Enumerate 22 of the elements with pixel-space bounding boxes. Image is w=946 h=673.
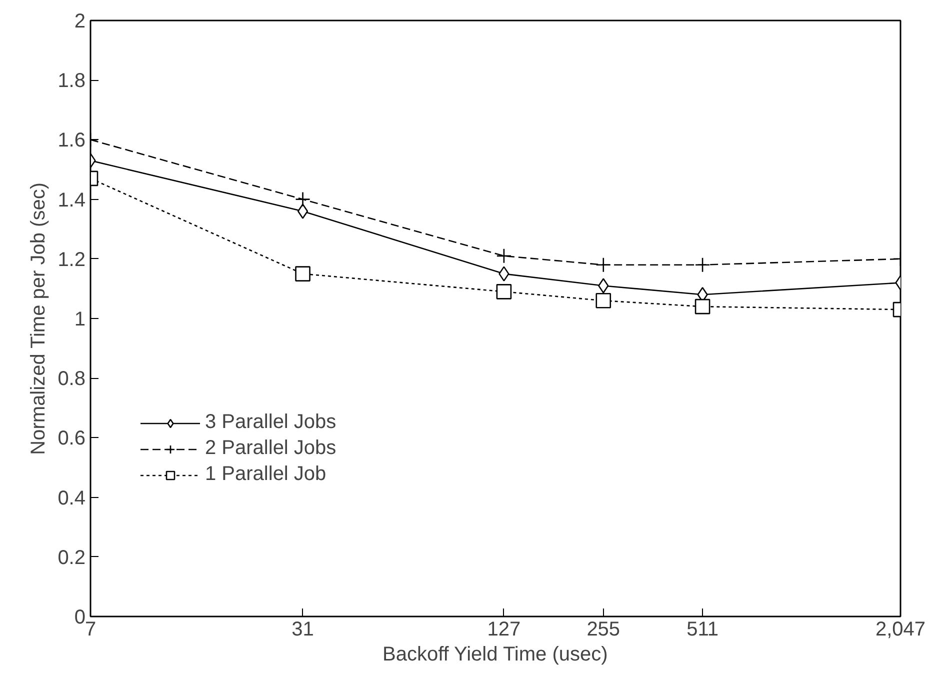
y-tick-label: 1.8 <box>58 70 86 92</box>
x-axis-title: Backoff Yield Time (usec) <box>382 644 608 666</box>
legend-label: 1 Parallel Job <box>205 463 326 486</box>
x-tick-label: 7 <box>84 618 96 640</box>
y-tick-label: 0.8 <box>58 368 86 390</box>
y-tick-label: 2 <box>74 10 86 32</box>
y-tick-label: 1.6 <box>58 130 86 152</box>
legend-label: 3 Parallel Jobs <box>205 411 336 434</box>
y-axis-title: Normalized Time per Job (sec) <box>28 182 50 455</box>
y-tick-label: 1 <box>74 308 86 330</box>
legend-label: 2 Parallel Jobs <box>205 437 336 460</box>
x-tick-label: 511 <box>686 618 718 640</box>
y-tick-label: 1.4 <box>58 189 86 212</box>
x-tick-label: 2,047 <box>875 618 926 640</box>
y-tick-label: 0.4 <box>58 487 86 510</box>
y-tick-label: 0.6 <box>58 428 86 450</box>
x-tick-label: 127 <box>487 618 521 640</box>
y-tick-label: 1.2 <box>58 248 86 271</box>
x-tick-label: 31 <box>292 618 314 640</box>
y-tick-label: 0.2 <box>58 546 86 569</box>
x-tick-label: 255 <box>586 618 620 640</box>
y-tick-label: 0 <box>74 606 86 628</box>
